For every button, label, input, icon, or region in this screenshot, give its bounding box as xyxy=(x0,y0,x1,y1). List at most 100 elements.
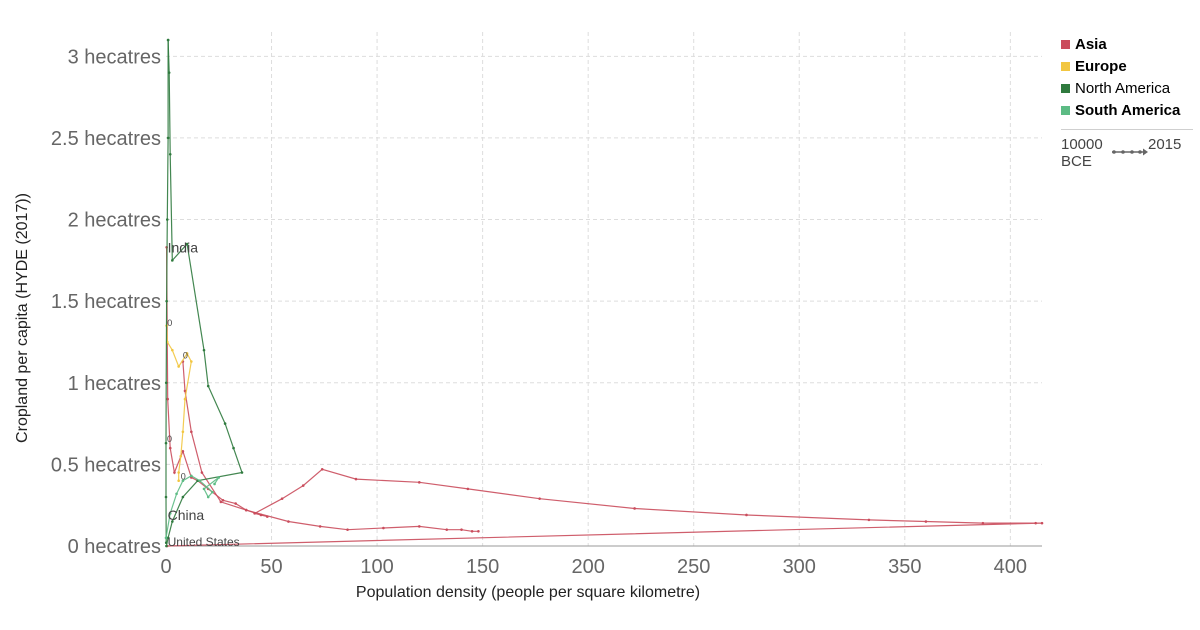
annotation-label: India xyxy=(168,239,199,255)
annotation-label: 0 xyxy=(183,351,188,361)
data-point xyxy=(633,507,636,510)
series-line-europe[interactable] xyxy=(166,325,192,481)
legend-swatch xyxy=(1061,105,1070,115)
data-point xyxy=(171,259,174,262)
timeline-end-label: 2015 xyxy=(1148,136,1182,153)
legend-swatch xyxy=(1061,39,1070,49)
x-tick-label: 0 xyxy=(160,556,171,578)
data-point xyxy=(1040,521,1044,525)
series-line-asia[interactable] xyxy=(166,247,1043,547)
legend-swatch xyxy=(1061,61,1070,71)
x-tick-label: 250 xyxy=(677,556,710,578)
grid-lines xyxy=(166,32,1042,546)
data-point xyxy=(164,495,168,499)
data-point xyxy=(234,502,237,505)
y-tick-label: 1 hecatres xyxy=(68,373,161,395)
x-tick-label: 100 xyxy=(360,556,393,578)
data-point xyxy=(202,487,206,491)
y-tick-label: 0 hecatres xyxy=(68,536,161,558)
data-point xyxy=(202,348,206,352)
data-point xyxy=(165,544,168,548)
data-point xyxy=(924,520,928,523)
data-point xyxy=(168,446,172,450)
annotation-label: China xyxy=(168,507,205,523)
data-point xyxy=(164,381,168,385)
data-point xyxy=(445,528,449,531)
y-tick-label: 3 hecatres xyxy=(68,46,161,68)
data-point xyxy=(232,446,235,450)
data-point xyxy=(287,520,290,523)
legend-item[interactable]: Asia xyxy=(1061,33,1197,55)
y-axis-label: Cropland per capita (HYDE (2017)) xyxy=(14,193,31,443)
data-point xyxy=(354,477,358,481)
data-point xyxy=(177,479,180,483)
legend-divider xyxy=(1061,129,1193,130)
data-point xyxy=(168,152,172,156)
annotation-label: 0 xyxy=(167,434,172,444)
data-point xyxy=(198,479,202,483)
data-point xyxy=(477,530,480,533)
data-point xyxy=(181,450,185,453)
data-point xyxy=(173,471,176,474)
data-point xyxy=(177,471,180,474)
data-point xyxy=(166,136,170,140)
x-tick-label: 350 xyxy=(888,556,921,578)
legend-label: South America xyxy=(1075,101,1181,119)
data-point xyxy=(168,512,172,515)
legend-swatch xyxy=(1061,83,1070,93)
data-point xyxy=(181,479,185,483)
data-point xyxy=(745,513,748,517)
x-axis-label: Population density (people per square ki… xyxy=(356,584,700,601)
data-point xyxy=(211,490,214,494)
data-point xyxy=(867,518,871,522)
legend-item[interactable]: North America xyxy=(1061,77,1197,99)
data-point xyxy=(221,498,225,502)
series-lines xyxy=(164,38,1044,548)
y-tick-label: 2.5 hecatres xyxy=(51,128,161,150)
data-point xyxy=(175,492,178,496)
legend-label: North America xyxy=(1075,79,1171,97)
series-line-north-america[interactable] xyxy=(165,40,169,543)
data-point xyxy=(418,481,421,484)
data-point xyxy=(219,500,223,504)
data-point xyxy=(181,430,185,434)
data-point xyxy=(382,526,385,530)
data-point xyxy=(206,495,210,499)
data-point xyxy=(240,471,244,474)
data-point xyxy=(185,242,189,246)
data-point xyxy=(165,299,168,303)
data-point xyxy=(460,528,463,531)
data-point xyxy=(470,530,474,533)
series-line-asia[interactable] xyxy=(182,361,479,532)
annotation-label: 0 xyxy=(167,318,172,328)
data-point xyxy=(166,38,170,42)
y-tick-label: 2 hecatres xyxy=(68,210,161,232)
data-point xyxy=(190,474,193,478)
timeline-control[interactable]: 10000 BCE 2015 xyxy=(1061,134,1197,174)
legend-items: Asia Europe North America South America xyxy=(1061,33,1197,121)
data-point xyxy=(538,497,541,500)
data-point xyxy=(301,484,305,487)
legend-item[interactable]: South America xyxy=(1061,99,1197,121)
y-tick-label: 0.5 hecatres xyxy=(51,454,161,476)
data-point xyxy=(466,487,470,491)
data-point xyxy=(185,352,189,355)
x-tick-labels: 0 50 100 150 200 250 300 350 400 xyxy=(160,556,1027,578)
data-point xyxy=(183,397,187,401)
data-point xyxy=(318,525,322,528)
annotations: India China United States 0 0 0 0 xyxy=(167,239,240,549)
series-line-north-america[interactable] xyxy=(165,39,243,547)
x-tick-label: 150 xyxy=(466,556,499,578)
data-point xyxy=(981,521,985,525)
data-point xyxy=(171,520,174,523)
data-point xyxy=(165,218,169,221)
data-point xyxy=(179,454,183,458)
data-point xyxy=(183,389,187,393)
legend: Asia Europe North America South America 100… xyxy=(1061,33,1197,174)
legend-item[interactable]: Europe xyxy=(1061,55,1197,77)
data-point xyxy=(217,476,221,479)
data-point xyxy=(320,467,324,471)
data-point xyxy=(164,536,168,540)
data-point xyxy=(1034,521,1037,525)
